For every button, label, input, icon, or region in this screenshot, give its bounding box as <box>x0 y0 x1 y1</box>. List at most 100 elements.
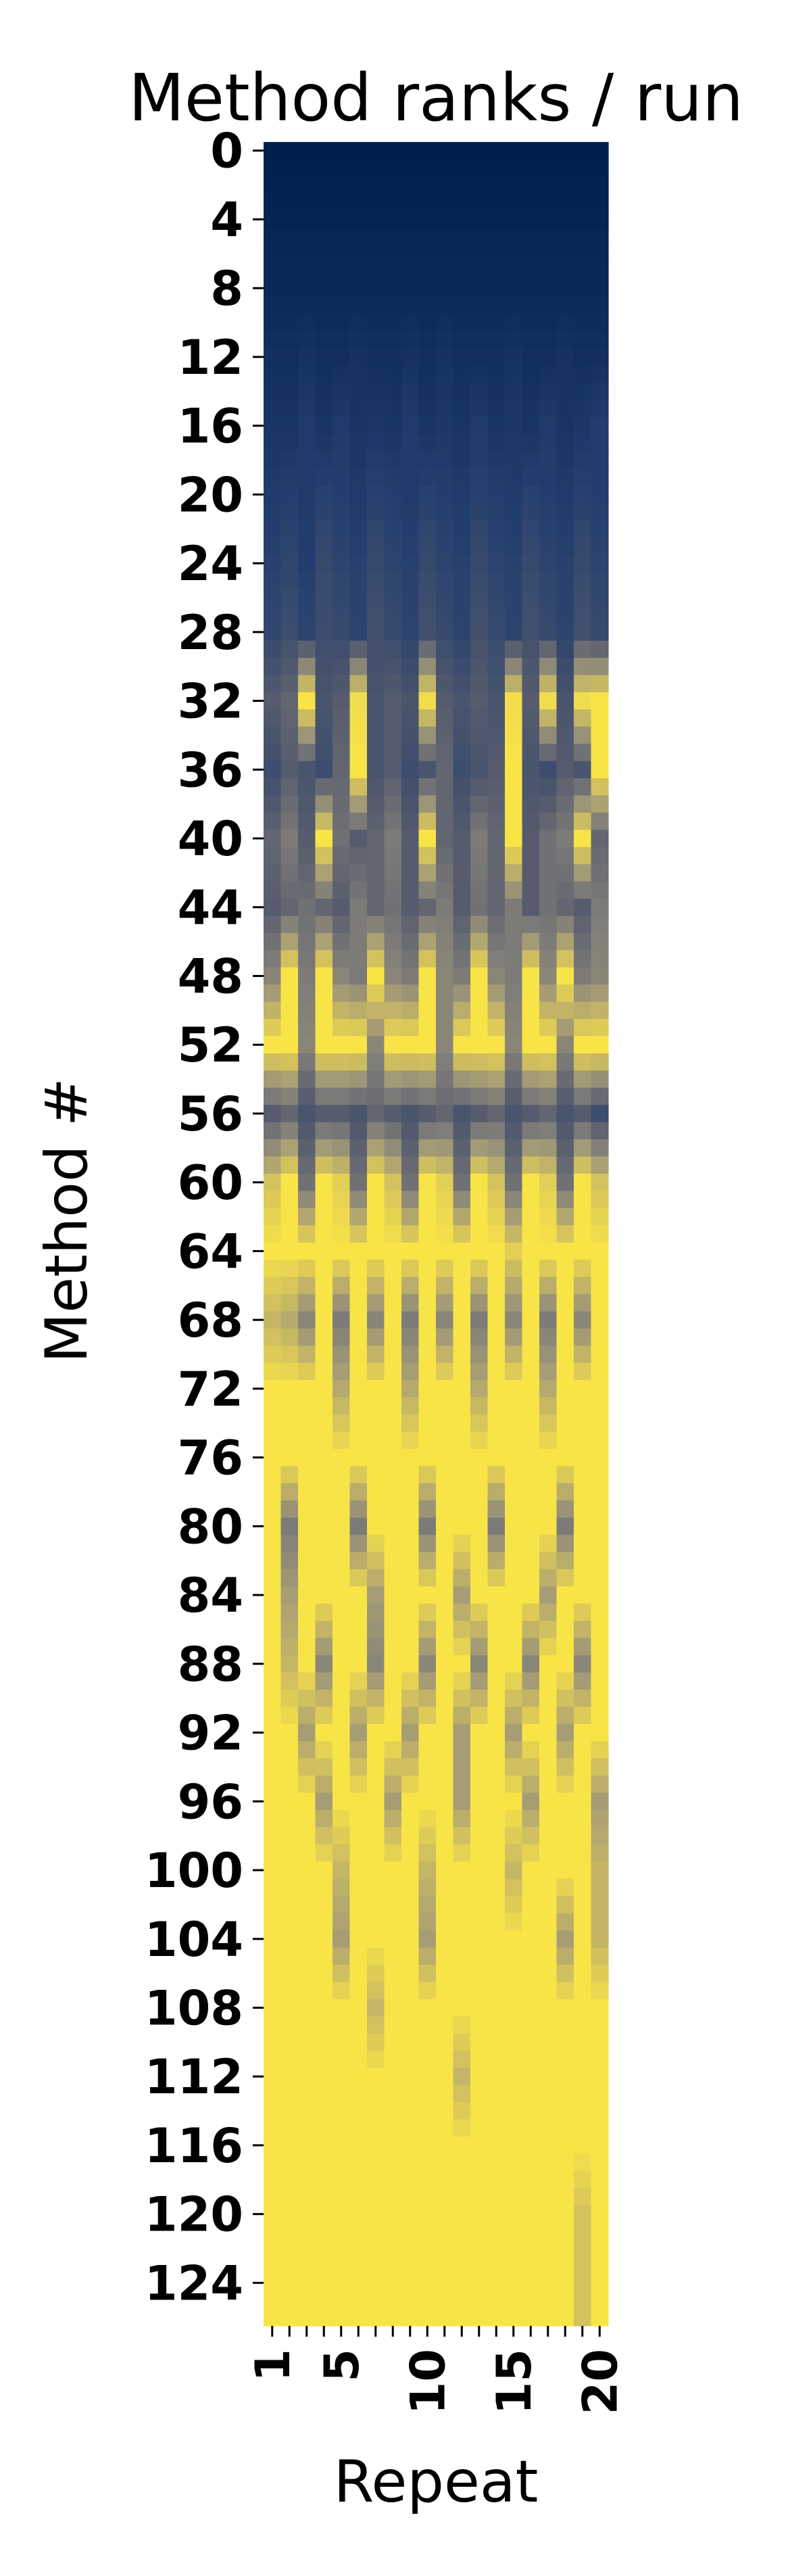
heatmap-cell <box>487 1569 506 1587</box>
heatmap-cell <box>367 1225 385 1243</box>
heatmap-cell <box>333 1517 351 1535</box>
heatmap-cell <box>522 692 540 710</box>
heatmap-cell <box>591 1242 609 1260</box>
heatmap-cell <box>349 1896 368 1914</box>
heatmap-cell <box>401 1208 420 1226</box>
heatmap-cell <box>333 1947 351 1965</box>
heatmap-cell <box>264 623 282 642</box>
heatmap-cell <box>298 262 316 281</box>
heatmap-cell <box>333 314 351 332</box>
heatmap-cell <box>505 1139 523 1158</box>
heatmap-cell <box>487 1878 506 1897</box>
heatmap-cell <box>264 1689 282 1708</box>
heatmap-cell <box>453 1139 471 1158</box>
heatmap-cell <box>436 1208 454 1226</box>
heatmap-cell <box>384 1019 402 1037</box>
heatmap-cell <box>522 1535 540 1553</box>
heatmap-cell <box>470 1448 489 1466</box>
heatmap-cell <box>367 469 385 487</box>
heatmap-cell <box>280 1173 299 1192</box>
heatmap-cell <box>522 1741 540 1759</box>
heatmap-cell <box>298 279 316 297</box>
heatmap-cell <box>505 1517 523 1535</box>
heatmap-cell <box>522 1896 540 1914</box>
heatmap-cell <box>556 1173 574 1192</box>
heatmap-cell <box>264 314 282 332</box>
heatmap-cell <box>539 1964 558 1982</box>
heatmap-cell <box>418 2171 437 2189</box>
heatmap-cell <box>264 1431 282 1450</box>
heatmap-cell <box>367 1294 385 1312</box>
heatmap-cell <box>315 1792 333 1811</box>
heatmap-cell <box>298 1105 316 1123</box>
heatmap-cell <box>315 1139 333 1158</box>
heatmap-cell <box>298 348 316 366</box>
heatmap-cell <box>384 1517 402 1535</box>
heatmap-cell <box>453 932 471 951</box>
heatmap-cell <box>298 296 316 314</box>
heatmap-cell <box>280 1311 299 1329</box>
heatmap-cell <box>367 1982 385 2000</box>
heatmap-cell <box>436 1861 454 1880</box>
heatmap-cell <box>384 1345 402 1364</box>
heatmap-cell <box>436 795 454 813</box>
heatmap-cell <box>280 554 299 573</box>
heatmap-cell <box>333 606 351 624</box>
heatmap-cell <box>505 1930 523 1949</box>
heatmap-cell <box>522 2257 540 2275</box>
heatmap-cell <box>505 2257 523 2275</box>
heatmap-cell <box>401 1053 420 1071</box>
heatmap-cell <box>591 383 609 401</box>
heatmap-cell <box>384 1242 402 1260</box>
heatmap-cell <box>556 348 574 366</box>
heatmap-cell <box>280 1328 299 1346</box>
heatmap-cell <box>556 520 574 538</box>
heatmap-cell <box>556 1397 574 1415</box>
heatmap-cell <box>315 1466 333 1484</box>
heatmap-cell <box>487 657 506 676</box>
heatmap-cell <box>401 554 420 573</box>
heatmap-cell <box>574 2051 592 2069</box>
heatmap-cell <box>298 675 316 693</box>
heatmap-cell <box>522 1483 540 1501</box>
heatmap-cell <box>453 365 471 383</box>
heatmap-cell <box>505 520 523 538</box>
heatmap-cell <box>591 469 609 487</box>
heatmap-cell <box>315 1105 333 1123</box>
heatmap-cell <box>367 1036 385 1054</box>
heatmap-cell <box>315 1621 333 1639</box>
heatmap-cell <box>315 1277 333 1295</box>
heatmap-cell <box>264 1070 282 1089</box>
heatmap-cell <box>280 400 299 418</box>
heatmap-cell <box>556 2016 574 2034</box>
heatmap-cell <box>591 1844 609 1862</box>
heatmap-cell <box>418 744 437 762</box>
heatmap-cell <box>522 571 540 590</box>
heatmap-cell <box>591 830 609 848</box>
heatmap-cell <box>522 967 540 985</box>
heatmap-cell <box>574 1638 592 1656</box>
heatmap-cell <box>315 159 333 177</box>
heatmap-cell <box>436 778 454 796</box>
heatmap-cell <box>470 2257 489 2275</box>
heatmap-cell <box>436 485 454 504</box>
heatmap-cell <box>522 348 540 366</box>
y-tick-label: 108 <box>145 1980 243 2036</box>
heatmap-cell <box>505 1827 523 1845</box>
heatmap-cell <box>401 1242 420 1260</box>
heatmap-cell <box>367 1621 385 1639</box>
heatmap-cell <box>505 881 523 899</box>
heatmap-cell <box>556 434 574 452</box>
heatmap-cell <box>556 1328 574 1346</box>
heatmap-cell <box>280 469 299 487</box>
heatmap-cell <box>384 589 402 607</box>
heatmap-cell <box>436 1672 454 1690</box>
heatmap-cell <box>522 1139 540 1158</box>
heatmap-cell <box>487 1689 506 1708</box>
heatmap-cell <box>418 1672 437 1690</box>
heatmap-cell <box>401 1861 420 1880</box>
heatmap-cell <box>298 1964 316 1982</box>
heatmap-cell <box>453 2308 471 2327</box>
heatmap-cell <box>418 2033 437 2051</box>
heatmap-cell <box>280 1105 299 1123</box>
